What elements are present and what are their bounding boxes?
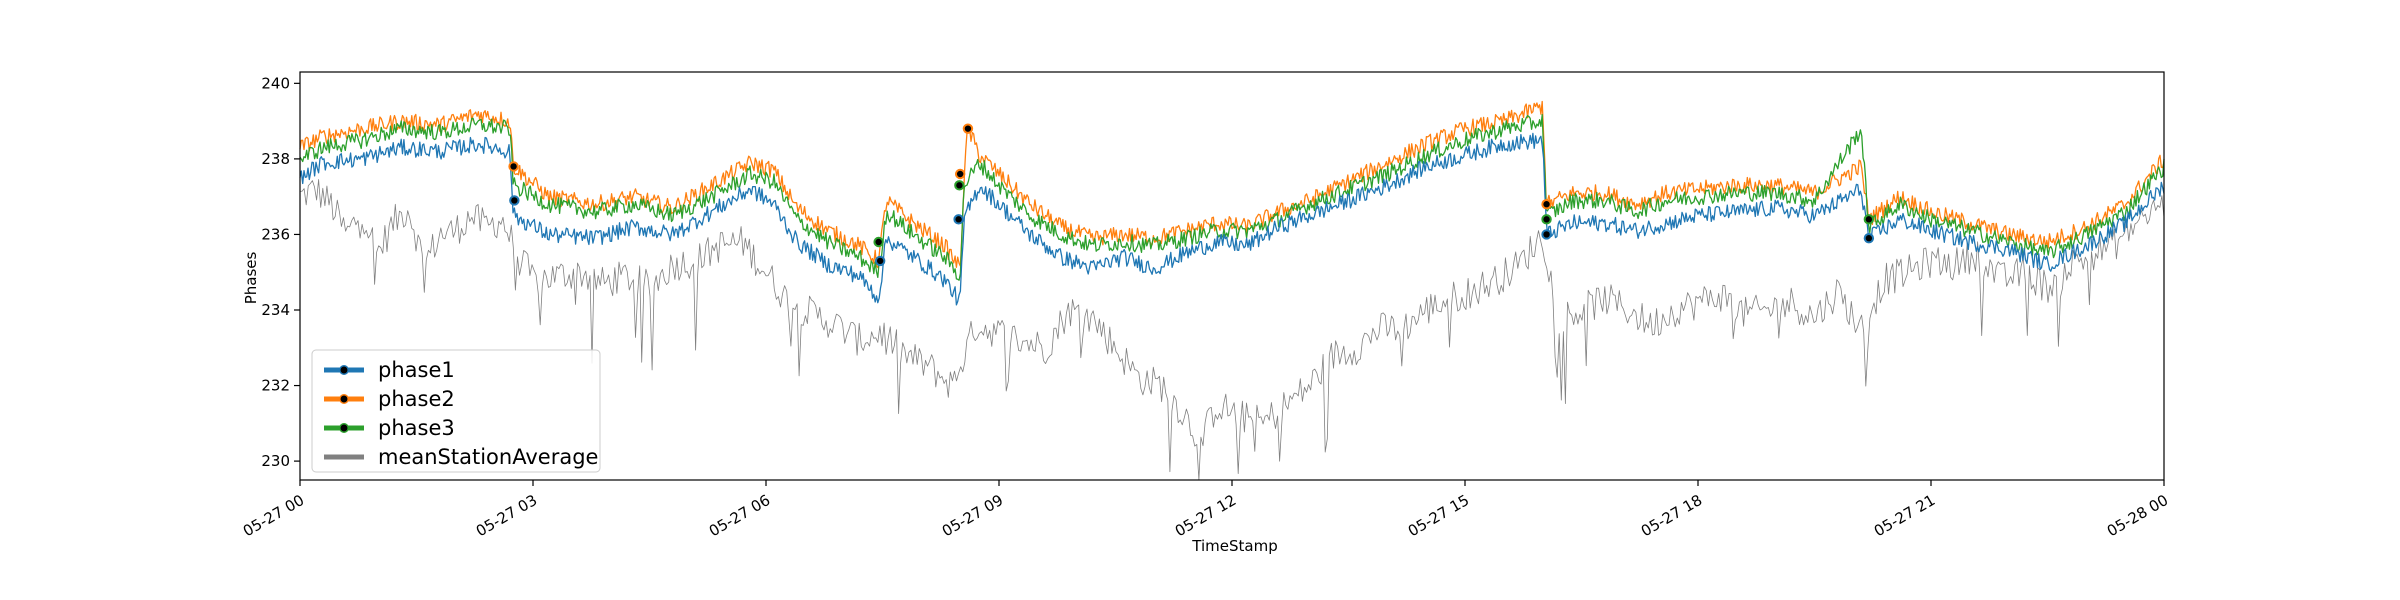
marker-phase3-11: [1863, 214, 1875, 225]
y-tick-label: 238: [261, 150, 290, 168]
marker-phase1-1: [509, 195, 520, 206]
marker-phase1-3: [874, 255, 886, 267]
series-line-phase2: [299, 100, 2165, 269]
legend-marker-phase3: [339, 423, 349, 433]
marker-phase1-10: [1541, 229, 1552, 240]
series-line-phase3: [299, 114, 2165, 281]
marker-phase2-4: [954, 168, 966, 180]
legend: phase1 phase2 phase3 meanStationAverage: [311, 349, 601, 473]
legend-label-phase1: phase1: [378, 358, 455, 382]
legend-label-phase2: phase2: [378, 387, 455, 411]
marker-phase1-6: [953, 214, 964, 225]
marker-phase2-8: [1541, 199, 1552, 210]
y-tick-label: 236: [261, 225, 290, 243]
legend-label-meanStationAverage: meanStationAverage: [378, 445, 598, 469]
marker-phase1-12: [1863, 233, 1875, 244]
marker-phase3-9: [1541, 214, 1552, 225]
legend-marker-phase1: [339, 365, 349, 375]
marker-phase2-0: [508, 161, 519, 172]
legend-marker-phase2: [339, 394, 349, 404]
series-layer: [299, 100, 2165, 481]
marker-phase3-2: [873, 236, 884, 248]
legend-box: [311, 349, 601, 473]
y-tick-label: 240: [261, 74, 290, 92]
x-axis-title: TimeStamp: [1191, 537, 1277, 555]
legend-label-phase3: phase3: [378, 416, 455, 440]
y-tick-label: 232: [261, 377, 290, 395]
y-axis-title: Phases: [242, 252, 260, 305]
y-tick-label: 230: [261, 452, 290, 470]
y-tick-label: 234: [261, 301, 290, 319]
marker-phase3-5: [954, 180, 965, 191]
series-line-meanStationAverage: [299, 179, 2165, 481]
series-line-phase1: [299, 132, 2165, 306]
marker-layer: [508, 123, 1875, 267]
marker-phase2-7: [962, 123, 974, 134]
